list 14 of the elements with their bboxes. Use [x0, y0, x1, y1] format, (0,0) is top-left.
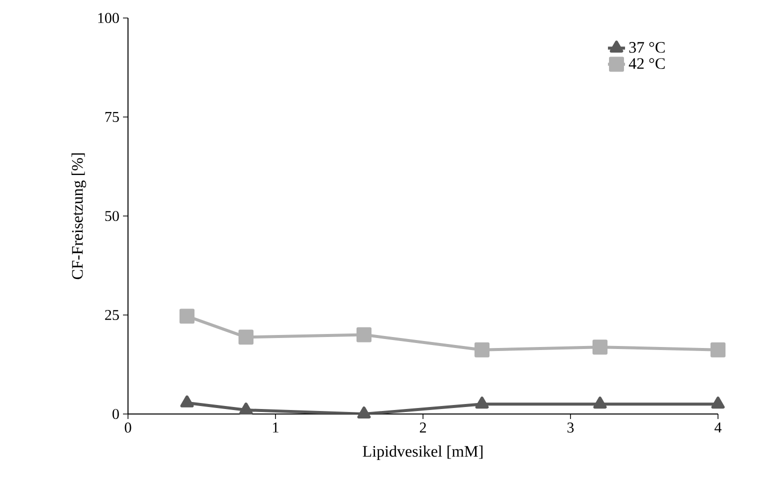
- x-tick-label: 2: [420, 422, 426, 432]
- y-axis-title: CF-Freisetzung [%]: [72, 153, 86, 280]
- x-tick-label: 3: [567, 422, 574, 433]
- y-tick-label: 25: [105, 310, 119, 320]
- x-axis-title: Lipidvesikel [mM]: [362, 446, 482, 460]
- y-tick-label: 50: [105, 210, 119, 222]
- legend-label: 37 °C: [629, 42, 665, 53]
- y-tick-label: 0: [112, 408, 119, 420]
- x-tick-label: 1: [273, 422, 278, 432]
- x-tick-label: 4: [714, 422, 722, 432]
- y-tick-label: 75: [105, 112, 119, 122]
- legend-label: 42 °C: [628, 58, 665, 69]
- x-tick-label: 0: [124, 422, 132, 433]
- y-tick-label: 100: [98, 12, 119, 24]
